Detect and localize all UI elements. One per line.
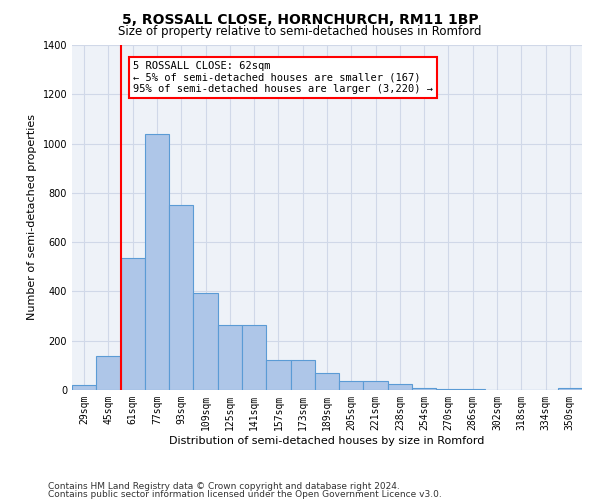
Bar <box>364 382 388 390</box>
Bar <box>242 324 266 390</box>
Bar <box>461 389 485 390</box>
Bar <box>315 373 339 390</box>
Bar <box>218 324 242 390</box>
Text: Contains HM Land Registry data © Crown copyright and database right 2024.: Contains HM Land Registry data © Crown c… <box>48 482 400 491</box>
Bar <box>72 385 96 390</box>
Bar <box>121 258 145 390</box>
Bar <box>169 205 193 390</box>
Bar <box>412 388 436 390</box>
Bar <box>388 384 412 390</box>
Bar <box>339 382 364 390</box>
Bar <box>96 356 121 390</box>
Text: 5, ROSSALL CLOSE, HORNCHURCH, RM11 1BP: 5, ROSSALL CLOSE, HORNCHURCH, RM11 1BP <box>122 12 478 26</box>
Bar <box>193 292 218 390</box>
Text: 5 ROSSALL CLOSE: 62sqm
← 5% of semi-detached houses are smaller (167)
95% of sem: 5 ROSSALL CLOSE: 62sqm ← 5% of semi-deta… <box>133 61 433 94</box>
Bar <box>290 360 315 390</box>
Text: Contains public sector information licensed under the Open Government Licence v3: Contains public sector information licen… <box>48 490 442 499</box>
X-axis label: Distribution of semi-detached houses by size in Romford: Distribution of semi-detached houses by … <box>169 436 485 446</box>
Bar <box>266 360 290 390</box>
Text: Size of property relative to semi-detached houses in Romford: Size of property relative to semi-detach… <box>118 25 482 38</box>
Bar <box>436 389 461 390</box>
Bar <box>558 388 582 390</box>
Y-axis label: Number of semi-detached properties: Number of semi-detached properties <box>27 114 37 320</box>
Bar <box>145 134 169 390</box>
